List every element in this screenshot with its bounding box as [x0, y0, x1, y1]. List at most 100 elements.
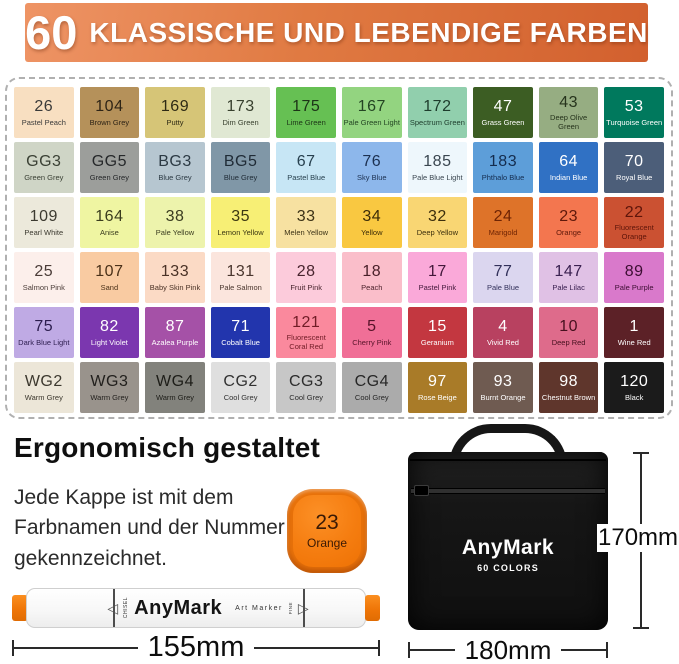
- color-swatch-164: 164 Anise: [79, 197, 140, 248]
- header-banner: 60 KLASSISCHE UND LEBENDIGE FARBEN: [25, 3, 648, 62]
- color-swatch-33: 33 Melen Yellow: [276, 197, 336, 248]
- swatch-code: 18: [362, 263, 382, 281]
- swatch-name: Fruit Pink: [290, 282, 323, 292]
- swatch-code: BG5: [223, 153, 258, 171]
- swatch-name: Cherry Pink: [352, 337, 392, 347]
- pen-length-label: 155mm: [147, 631, 245, 663]
- bag-illustration: AnyMark 60 COLORS: [408, 452, 608, 630]
- swatch-code: WG2: [24, 373, 63, 391]
- dimension-tick: [408, 642, 410, 658]
- swatch-name: Peach: [361, 282, 383, 292]
- swatch-code: 183: [488, 153, 518, 171]
- swatch-name: Royal Blue: [616, 172, 653, 182]
- swatch-name: Dark Blue Light: [18, 337, 70, 347]
- swatch-name: Deep Yellow: [416, 227, 459, 237]
- dimension-line: [410, 649, 455, 651]
- swatch-name: Phthalo Blue: [481, 172, 525, 182]
- color-swatch-67: 67 Pastel Blue: [276, 142, 336, 193]
- pen-length-dimension: 155mm: [12, 631, 381, 663]
- swatch-code: 22: [624, 203, 644, 221]
- swatch-code: 121: [292, 313, 321, 331]
- swatch-code: 10: [559, 318, 578, 336]
- color-swatch-173: 173 Dim Green: [210, 87, 271, 138]
- color-swatch-10: 10 Deep Red: [538, 307, 599, 358]
- swatch-code: 64: [559, 153, 578, 171]
- banner-count: 60: [25, 6, 78, 59]
- swatch-code: 26: [34, 98, 54, 116]
- chisel-label: CHISEL: [123, 597, 130, 619]
- swatch-name: Cobalt Blue: [221, 337, 260, 347]
- swatch-name: Warm Grey: [155, 392, 195, 402]
- dimension-tick: [633, 627, 649, 629]
- color-swatch-175: 175 Lime Green: [276, 87, 336, 138]
- color-swatch-CG3: CG3 Cool Grey: [276, 362, 336, 413]
- swatch-name: Chestnut Brown: [541, 392, 596, 402]
- cap-color-name: Orange: [306, 536, 348, 550]
- color-grid: 26 Pastel Peach 104 Brown Grey 169 Putty 173 Di…: [7, 79, 671, 417]
- bag-width-dimension: 180mm: [408, 637, 609, 663]
- bag-top-seam: [410, 459, 606, 461]
- swatch-code: 23: [559, 208, 578, 226]
- swatch-code: 77: [493, 263, 513, 281]
- color-swatch-77: 77 Pale Blue: [473, 252, 533, 303]
- color-swatch-71: 71 Cobalt Blue: [210, 307, 271, 358]
- swatch-code: CG3: [288, 373, 324, 391]
- swatch-name: Pale Green Light: [343, 117, 400, 127]
- swatch-code: 47: [493, 98, 513, 116]
- swatch-name: Fluorescent Coral Red: [286, 333, 326, 352]
- swatch-code: 33: [296, 208, 316, 226]
- color-grid-border: 26 Pastel Peach 104 Brown Grey 169 Putty 173 Di…: [5, 77, 673, 419]
- swatch-name: Baby Skin Pink: [149, 282, 201, 292]
- color-swatch-89: 89 Pale Purple: [604, 252, 664, 303]
- swatch-name: Black: [625, 392, 644, 402]
- swatch-name: Rose Beige: [418, 392, 457, 402]
- color-swatch-93: 93 Burnt Orange: [473, 362, 533, 413]
- swatch-code: 1: [629, 318, 639, 336]
- swatch-code: CG4: [354, 373, 389, 391]
- swatch-name: Vivid Red: [487, 337, 519, 347]
- color-swatch-109: 109 Pearl White: [14, 197, 74, 248]
- color-swatch-70: 70 Royal Blue: [604, 142, 664, 193]
- swatch-code: 87: [165, 318, 185, 336]
- color-swatch-BG5: BG5 Blue Grey: [210, 142, 271, 193]
- swatch-code: 28: [296, 263, 316, 281]
- swatch-code: 89: [624, 263, 644, 281]
- color-swatch-172: 172 Spectrum Green: [407, 87, 468, 138]
- color-swatch-169: 169 Putty: [145, 87, 205, 138]
- swatch-code: 97: [427, 373, 447, 391]
- swatch-code: 75: [34, 318, 54, 336]
- pen-fine-tip: [365, 595, 380, 621]
- pen-branding: ◁ CHISEL AnyMark Art Marker FINE ▷: [107, 589, 308, 627]
- swatch-name: Pale Lilac: [552, 282, 585, 292]
- swatch-name: Pastel Pink: [418, 282, 457, 292]
- swatch-name: Grass Green: [481, 117, 525, 127]
- swatch-code: 185: [423, 153, 452, 171]
- swatch-code: 35: [231, 208, 250, 226]
- swatch-name: Pale Salmon: [219, 282, 262, 292]
- color-swatch-5: 5 Cherry Pink: [341, 307, 402, 358]
- color-swatch-75: 75 Dark Blue Light: [14, 307, 74, 358]
- color-swatch-1: 1 Wine Red: [604, 307, 664, 358]
- swatch-name: Cool Grey: [289, 392, 324, 402]
- banner-title: KLASSISCHE UND LEBENDIGE FARBEN: [89, 16, 648, 48]
- swatch-code: 167: [357, 98, 386, 116]
- swatch-code: 104: [95, 98, 124, 116]
- swatch-code: 98: [559, 373, 578, 391]
- swatch-code: 131: [226, 263, 255, 281]
- swatch-name: Melen Yellow: [284, 227, 329, 237]
- marker-pen-illustration: ◁ CHISEL AnyMark Art Marker FINE ▷: [12, 588, 380, 628]
- color-swatch-185: 185 Pale Blue Light: [407, 142, 468, 193]
- bag-colors-count: 60 COLORS: [477, 563, 539, 573]
- swatch-code: 147: [554, 263, 583, 281]
- swatch-code: 133: [160, 263, 190, 281]
- dimension-tick: [12, 639, 14, 656]
- pen-cap-seam-right: [303, 589, 305, 627]
- dimension-tick: [606, 642, 609, 658]
- swatch-code: 93: [493, 373, 513, 391]
- color-swatch-22: 22 Fluorescent Orange: [604, 197, 664, 248]
- color-swatch-38: 38 Pale Yellow: [145, 197, 205, 248]
- swatch-code: 71: [231, 318, 250, 336]
- marker-cap-illustration: 23 Orange: [287, 489, 367, 573]
- swatch-name: Warm Grey: [90, 392, 129, 402]
